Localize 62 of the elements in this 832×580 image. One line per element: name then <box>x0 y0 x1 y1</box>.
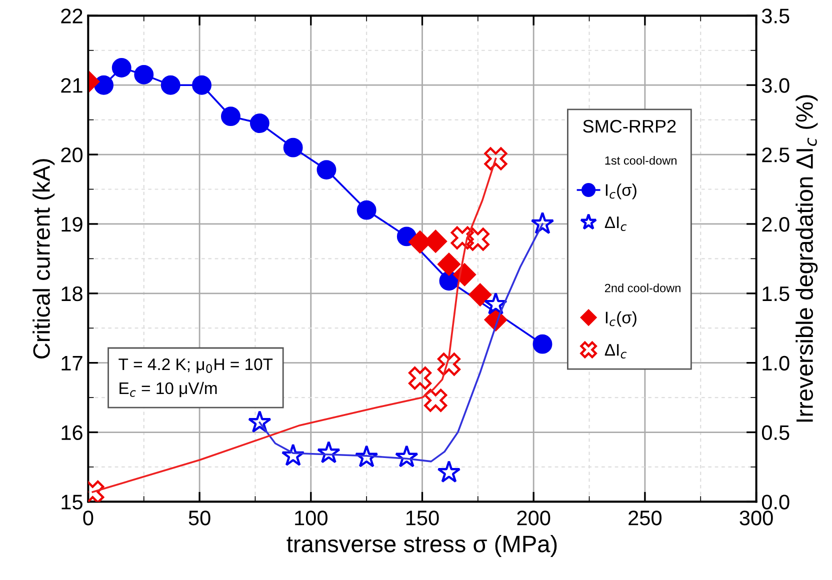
x-tick-label: 300 <box>740 510 773 526</box>
legend-label: I$_{c}$(σ) <box>606 311 636 327</box>
y2-tick-label: 0.5 <box>762 425 790 440</box>
y-tick-label: 19 <box>62 216 82 232</box>
x-axis-title: transverse stress σ (MPa) <box>286 535 557 558</box>
annotation: 1st cool-down <box>605 156 676 165</box>
y2-tick-label: 1.0 <box>762 356 790 371</box>
point <box>437 252 460 276</box>
point <box>453 263 476 286</box>
point <box>437 352 460 376</box>
point <box>450 226 474 250</box>
point <box>484 147 508 170</box>
point <box>356 200 376 220</box>
y-tick-label: 16 <box>62 425 82 440</box>
point <box>281 444 305 466</box>
point <box>283 138 303 158</box>
y-axis-title: Critical current (kA) <box>32 159 55 358</box>
y2-tick-label: 2.0 <box>762 216 790 232</box>
y2-tick-label: 3.5 <box>762 8 790 24</box>
point <box>134 64 154 84</box>
text: T = 4.2 K; μ$_{0}$H = 10T E$_{c}$ = 10 μV/m <box>118 358 273 398</box>
point <box>94 75 114 95</box>
y2-tick-label: 2.5 <box>762 148 790 162</box>
point <box>424 388 448 412</box>
point <box>248 410 272 433</box>
point <box>484 292 508 315</box>
point <box>112 58 132 78</box>
x-tick-label: 50 <box>188 510 210 526</box>
y-tick-label: 20 <box>61 148 83 162</box>
point <box>250 114 270 134</box>
x-tick-label: 150 <box>406 510 439 526</box>
y-tick-label: 17 <box>62 356 82 370</box>
point <box>160 75 180 95</box>
legend-label: I$_{c}$(σ) <box>606 184 636 200</box>
legend-title: SMC-RRP2 <box>583 120 676 133</box>
legend-label: ΔI$_{c}$ <box>604 216 627 231</box>
y-tick-label: 21 <box>61 78 82 93</box>
point <box>394 445 418 468</box>
point <box>437 460 461 483</box>
point <box>220 106 240 126</box>
annotation: 2nd cool-down <box>604 284 680 292</box>
point <box>192 75 212 95</box>
point <box>532 334 552 354</box>
y2-axis-title: Irreversible degradation ΔI$_{c}$ (%) <box>796 95 818 422</box>
point <box>468 283 492 306</box>
y-tick-label: 22 <box>61 8 82 24</box>
legend-label: ΔI$_{c}$ <box>604 344 627 358</box>
x-tick-label: 200 <box>517 510 550 526</box>
point <box>354 445 378 468</box>
y2-tick-label: 0.0 <box>762 494 790 510</box>
point <box>530 212 554 234</box>
y2-tick-label: 1.5 <box>762 286 790 302</box>
point <box>466 228 490 251</box>
y2-tick-label: 3.0 <box>762 78 790 93</box>
point <box>408 366 432 390</box>
y-tick-label: 15 <box>62 494 82 510</box>
x-tick-label: 0 <box>83 510 94 526</box>
x-tick-label: 100 <box>295 510 328 526</box>
x-tick-label: 250 <box>628 510 662 526</box>
y-tick-label: 18 <box>62 286 82 302</box>
point <box>316 160 336 180</box>
point <box>317 440 340 464</box>
